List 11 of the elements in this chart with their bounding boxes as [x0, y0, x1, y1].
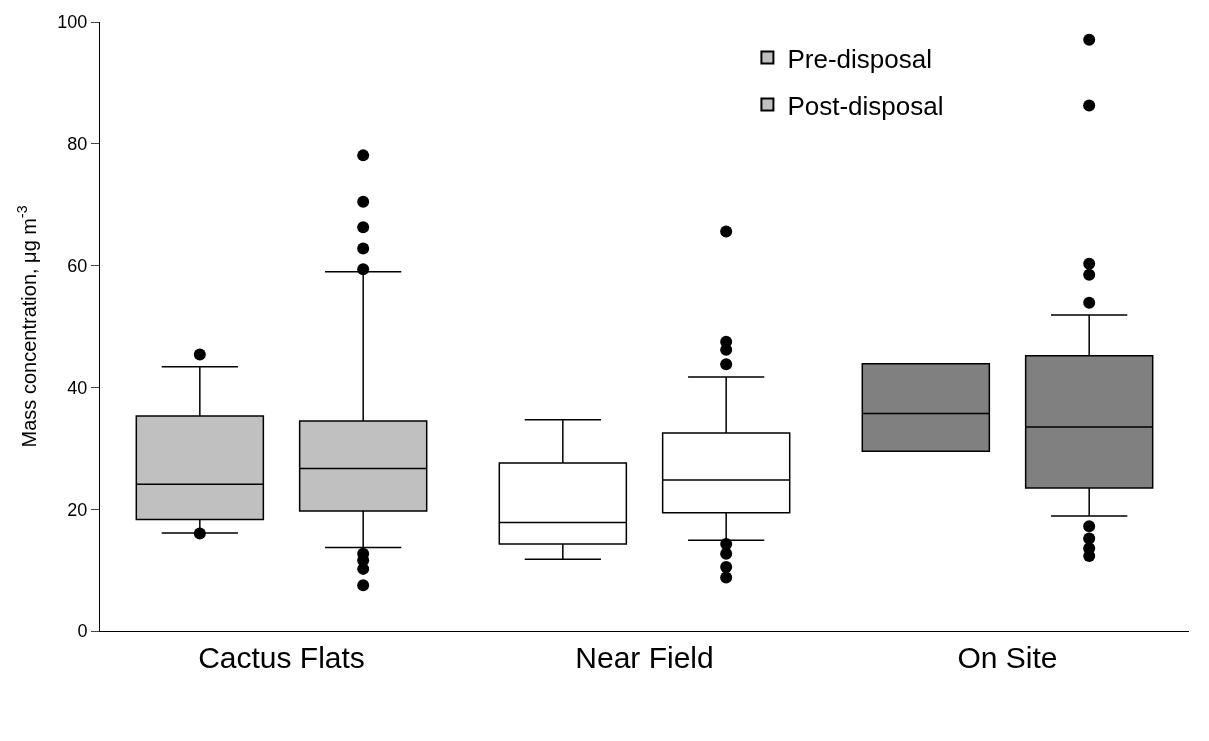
legend-label: Pre-disposal [787, 43, 932, 74]
x-tick-label: Cactus Flats [198, 641, 365, 674]
x-tick-label: Near Field [575, 641, 714, 674]
y-tick-label: 80 [67, 134, 88, 155]
y-tick-label: 100 [57, 12, 88, 33]
y-tick-label: 20 [67, 499, 88, 520]
y-tick-label: 0 [77, 621, 88, 642]
y-tick-label: 60 [67, 255, 88, 276]
y-tick-label: 40 [67, 377, 88, 398]
x-tick-label: On Site [957, 641, 1058, 674]
legend-label: Post-disposal [787, 90, 944, 121]
